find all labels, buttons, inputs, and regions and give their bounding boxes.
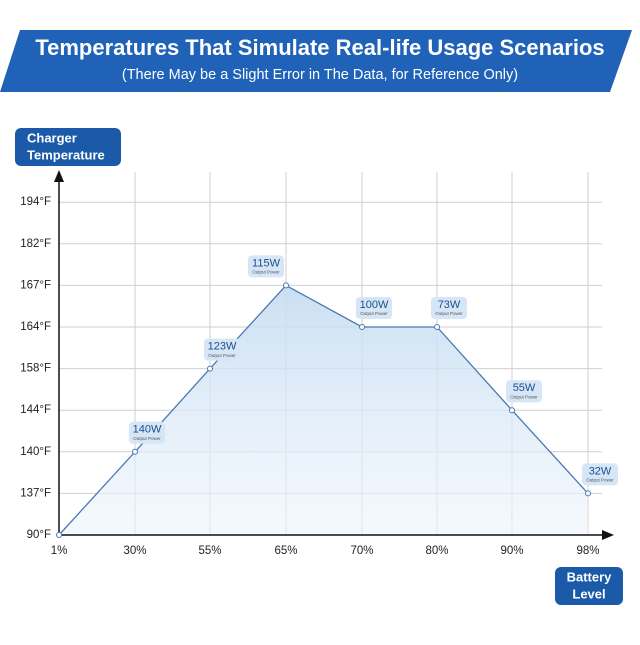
power-label: 100W bbox=[360, 299, 389, 311]
y-tick-label: 90°F bbox=[27, 529, 51, 541]
point bbox=[359, 324, 365, 330]
chart-title: Temperatures That Simulate Real-life Usa… bbox=[35, 35, 604, 60]
x-tick-label: 1% bbox=[51, 545, 68, 557]
power-label: 123W bbox=[208, 341, 237, 353]
y-tick-label: 137°F bbox=[20, 487, 51, 499]
y-tick-label: 140°F bbox=[20, 446, 51, 458]
chart-subtitle: (There May be a Slight Error in The Data… bbox=[122, 67, 518, 83]
x-arrow bbox=[602, 530, 614, 540]
power-caption: Output Power bbox=[510, 394, 538, 399]
power-label: 115W bbox=[252, 257, 281, 269]
power-caption: Output Power bbox=[133, 436, 161, 441]
power-label-box bbox=[356, 297, 392, 319]
y-tick-label: 144°F bbox=[20, 404, 51, 416]
power-caption: Output Power bbox=[360, 311, 388, 316]
x-tick-label: 90% bbox=[500, 545, 523, 557]
x-tick-label: 80% bbox=[425, 545, 448, 557]
y-tick-label: 158°F bbox=[20, 363, 51, 375]
x-axis-label: Level bbox=[572, 586, 605, 601]
power-label-box bbox=[431, 297, 467, 319]
power-label-box bbox=[582, 463, 618, 486]
point bbox=[207, 365, 213, 372]
x-tick-label: 98% bbox=[576, 545, 599, 557]
power-label: 73W bbox=[438, 299, 461, 311]
y-axis-label: Charger bbox=[27, 130, 77, 145]
power-caption: Output Power bbox=[586, 478, 614, 483]
power-label-box bbox=[204, 338, 240, 361]
y-label-box bbox=[15, 128, 121, 166]
point bbox=[56, 532, 62, 538]
power-label: 32W bbox=[589, 465, 612, 477]
x-tick-label: 55% bbox=[198, 545, 221, 557]
point bbox=[132, 448, 138, 455]
x-label-box bbox=[555, 567, 623, 605]
y-arrow bbox=[54, 170, 64, 182]
y-tick-label: 164°F bbox=[20, 321, 51, 333]
power-label: 55W bbox=[513, 382, 536, 394]
power-label-box bbox=[129, 421, 165, 444]
power-label-box bbox=[248, 255, 284, 278]
y-tick-label: 194°F bbox=[20, 196, 51, 208]
y-axis-label: Temperature bbox=[27, 147, 105, 162]
power-caption: Output Power bbox=[252, 270, 280, 275]
point bbox=[509, 407, 515, 414]
power-caption: Output Power bbox=[208, 353, 236, 358]
power-label-box bbox=[506, 380, 542, 403]
y-tick-label: 182°F bbox=[20, 238, 51, 250]
point bbox=[283, 282, 289, 289]
title-banner bbox=[0, 30, 632, 92]
power-label: 140W bbox=[133, 424, 162, 436]
area bbox=[59, 285, 588, 535]
x-tick-label: 65% bbox=[274, 545, 297, 557]
x-axis-label: Battery bbox=[567, 569, 613, 584]
power-caption: Output Power bbox=[435, 311, 463, 316]
x-tick-label: 30% bbox=[123, 545, 146, 557]
x-tick-label: 70% bbox=[350, 545, 373, 557]
point bbox=[585, 490, 591, 497]
point bbox=[434, 324, 440, 330]
y-tick-label: 167°F bbox=[20, 279, 51, 291]
